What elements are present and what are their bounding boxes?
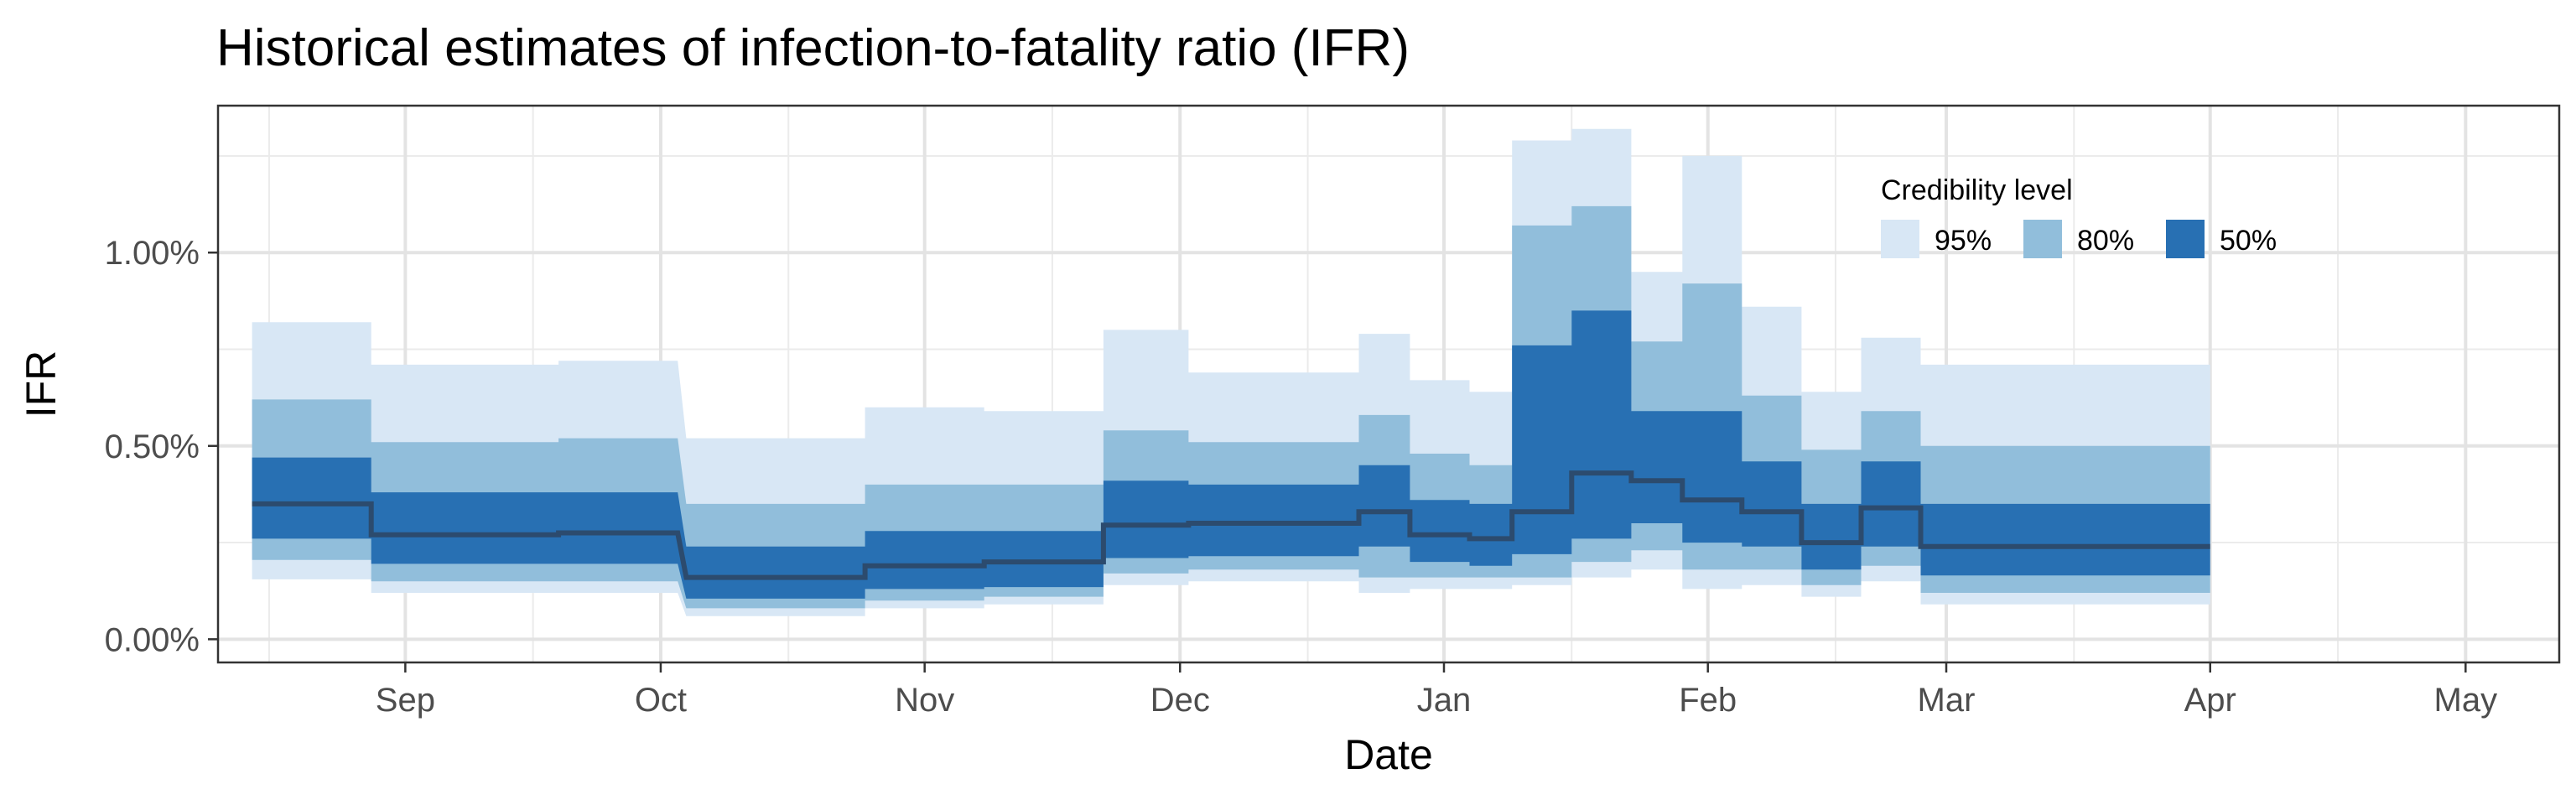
x-tick-label: Sep [376,682,435,719]
x-tick-label: Feb [1679,682,1737,719]
plot-border [216,104,2561,664]
x-tick-label: Dec [1150,682,1210,719]
legend-label-80: 80% [2077,225,2134,257]
y-tick-label: 1.00% [105,235,200,272]
x-axis-title: Date [1344,731,1433,778]
y-axis-title: IFR [18,351,65,418]
x-tick-label: Jan [1417,682,1472,719]
legend-title: Credibility level [1881,174,2073,206]
x-tick-label: May [2434,682,2498,719]
legend-key-50 [2166,220,2205,258]
y-axis: 0.00% 0.50% 1.00% [105,235,218,658]
band-50 [252,310,2210,599]
y-tick-label: 0.50% [105,428,200,465]
legend-key-95 [1881,220,1919,258]
legend: Credibility level 95% 80% 50% [1881,174,2277,258]
x-tick-label: Nov [895,682,954,719]
median-line [252,470,2210,580]
legend-label-50: 50% [2220,225,2277,257]
x-tick-label: Apr [2184,682,2236,719]
x-tick-label: Mar [1918,682,1976,719]
x-tick-label: Oct [635,682,687,719]
chart-title: Historical estimates of infection-to-fat… [216,19,1410,77]
legend-key-80 [2023,220,2062,258]
y-tick-label: 0.00% [105,621,200,658]
x-axis: Sep Oct Nov Dec Jan Feb Mar Apr May [376,662,2497,719]
band-50-area [252,310,2210,599]
legend-label-95: 95% [1935,225,1992,257]
